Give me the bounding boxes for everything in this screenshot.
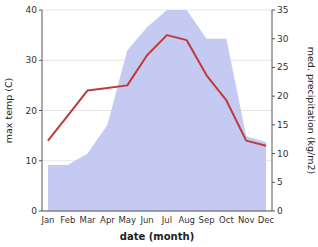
y2-tick [272,67,275,68]
x-tick-label: Jan [40,215,54,225]
axes: 01020304005101520253035JanFebMarAprMayJu… [26,5,289,225]
y-tick [39,211,42,212]
y2-axis-line [272,10,273,211]
y-tick [39,60,42,61]
y-tick [39,10,42,11]
y2-tick-label: 35 [277,5,288,15]
x-axis-line [42,211,272,212]
y2-tick-label: 25 [277,62,288,72]
y-tick-label: 10 [26,156,38,166]
y-axis-title: max temp (C) [3,78,14,144]
y2-tick [272,182,275,183]
grid-line [42,211,272,212]
y2-tick [272,10,275,11]
x-tick-label: Feb [60,215,75,225]
x-tick-label: Mar [80,215,97,225]
x-tick-label: Apr [100,215,115,225]
y2-tick-label: 5 [277,177,283,187]
y2-tick-label: 0 [277,206,283,216]
y2-tick-label: 15 [277,120,288,130]
x-tick-label: May [118,215,136,225]
temperature-line [48,35,266,146]
y2-axis-title: med. precipitation (kg/m2) [306,47,317,174]
y2-tick [272,124,275,125]
y-tick-label: 30 [26,55,38,65]
x-tick-label: Dec [258,215,275,225]
y-tick [39,160,42,161]
chart-svg: 01020304005101520253035JanFebMarAprMayJu… [0,0,318,247]
precipitation-area [48,10,266,211]
y2-tick [272,96,275,97]
x-tick-label: Nov [238,215,255,225]
data-group [48,10,266,211]
y-tick-label: 0 [31,206,37,216]
grid-line [42,10,272,11]
y2-tick [272,153,275,154]
y-tick-label: 40 [26,5,38,15]
chart-container: 01020304005101520253035JanFebMarAprMayJu… [0,0,318,247]
grid [42,10,272,211]
y-tick-label: 20 [26,106,38,116]
x-axis-title: date (month) [120,231,194,242]
x-tick-label: Aug [178,215,195,225]
y2-tick-label: 20 [277,91,289,101]
y2-tick-label: 30 [277,34,289,44]
x-tick-label: Oct [219,215,234,225]
y2-tick [272,211,275,212]
y-tick [39,110,42,111]
x-tick-label: Sep [199,215,215,225]
x-tick-label: Jul [161,215,172,225]
y2-tick-label: 10 [277,149,289,159]
y2-tick [272,38,275,39]
x-tick-label: Jun [139,215,153,225]
